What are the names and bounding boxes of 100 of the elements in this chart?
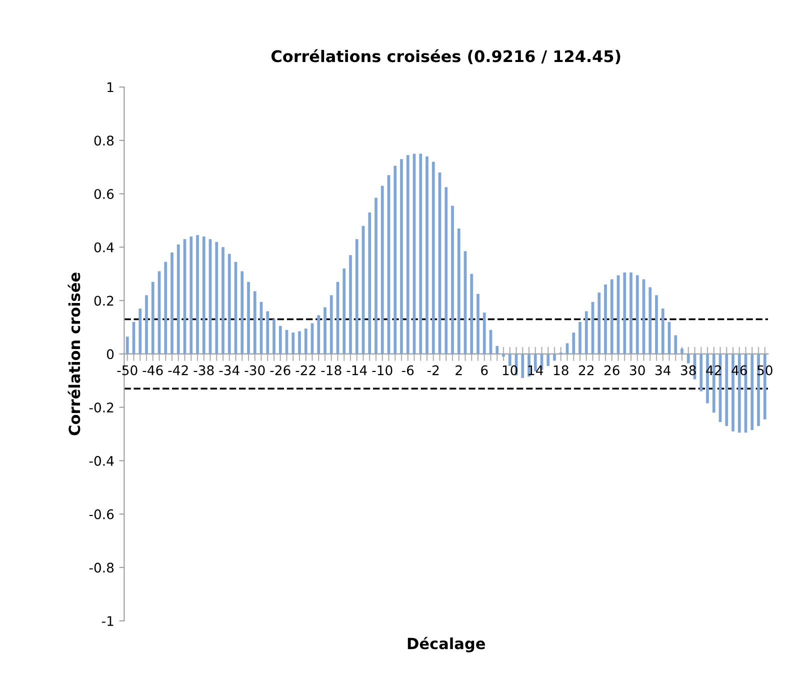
x-tick-label: -10 — [372, 365, 392, 376]
y-tick-label: -0.4 — [89, 456, 114, 466]
bar — [324, 307, 326, 354]
bar — [648, 287, 652, 354]
bar — [355, 239, 358, 354]
x-tick-label: 46 — [732, 365, 747, 376]
bar — [636, 275, 639, 354]
bar — [151, 282, 154, 354]
bar — [496, 346, 499, 354]
bar — [686, 354, 690, 364]
bar — [278, 326, 282, 354]
y-tick-label: 0.6 — [94, 189, 114, 199]
x-axis-title: Décalage — [408, 636, 486, 652]
bar — [138, 308, 142, 354]
y-tick-label: -0.8 — [89, 562, 114, 573]
x-tick-label: 14 — [528, 365, 544, 376]
x-tick-label: -42 — [168, 365, 188, 376]
x-tick-label: -50 — [117, 365, 138, 376]
bar — [432, 162, 435, 354]
bar — [610, 279, 614, 354]
x-tick-label: -22 — [296, 365, 316, 376]
bar — [674, 335, 678, 354]
bar — [145, 295, 148, 354]
x-tick-label: 22 — [578, 365, 594, 376]
x-tick-label: -6 — [402, 365, 414, 376]
bar — [292, 332, 295, 354]
bar — [368, 212, 372, 354]
bar — [304, 328, 308, 354]
bar — [578, 322, 582, 354]
bar — [253, 291, 256, 354]
bar — [457, 228, 460, 354]
bar — [330, 295, 333, 354]
bar — [521, 354, 524, 378]
bar — [380, 186, 384, 354]
x-tick-label: 30 — [630, 365, 645, 376]
x-tick-label: 50 — [757, 365, 772, 376]
bar — [374, 198, 378, 354]
bar — [126, 336, 129, 354]
bar — [349, 255, 352, 354]
x-tick-label: 10 — [502, 365, 518, 376]
y-tick-label: -0.6 — [89, 509, 114, 520]
y-tick-label: -1 — [102, 616, 114, 626]
y-tick-label: 0 — [106, 349, 114, 360]
bar — [228, 254, 231, 354]
bar — [317, 315, 320, 354]
x-tick-label: -18 — [321, 365, 342, 376]
bar — [164, 262, 168, 354]
x-tick-label: -30 — [244, 365, 265, 376]
chart-title: Corrélations croisées (0.9216 / 124.45) — [271, 49, 620, 64]
y-tick-label: 0.8 — [94, 136, 114, 146]
y-tick-label: 1 — [108, 82, 114, 92]
bar — [553, 354, 556, 361]
x-tick-label: -46 — [142, 365, 163, 376]
bar — [572, 332, 576, 354]
bar — [546, 354, 550, 366]
bar — [604, 284, 607, 354]
x-tick-label: 2 — [456, 365, 462, 376]
bar — [240, 271, 244, 354]
x-tick-label: -14 — [346, 365, 367, 376]
bar — [655, 295, 658, 354]
bar — [502, 354, 505, 357]
bar — [419, 154, 422, 354]
bar — [272, 319, 276, 354]
bar — [247, 282, 250, 354]
bar — [444, 187, 448, 354]
x-tick-label: -26 — [270, 365, 290, 376]
bar — [476, 294, 480, 354]
bar — [528, 354, 530, 377]
bar — [196, 235, 199, 354]
bar — [342, 268, 346, 354]
bar — [598, 292, 601, 354]
y-tick-label: 0.4 — [94, 242, 114, 252]
bar — [661, 308, 664, 354]
bar — [406, 155, 410, 354]
x-tick-label: -34 — [219, 365, 240, 376]
bar — [482, 312, 486, 354]
y-tick-label: 0.2 — [94, 296, 114, 306]
bar — [623, 272, 626, 354]
bar — [215, 242, 218, 354]
x-tick-label: 42 — [706, 365, 721, 376]
bar — [176, 244, 180, 354]
x-tick-label: 34 — [655, 365, 671, 376]
x-tick-label: 38 — [680, 365, 696, 376]
bar — [584, 311, 588, 354]
x-tick-label: 18 — [554, 365, 568, 376]
bar — [202, 236, 206, 354]
bar — [170, 252, 174, 354]
bar — [426, 156, 428, 354]
bar — [750, 354, 754, 430]
bar — [725, 354, 728, 426]
x-tick-label: 6 — [481, 365, 488, 376]
bar — [680, 348, 684, 354]
bar — [400, 159, 403, 354]
x-tick-label: 26 — [604, 365, 620, 376]
y-axis-title: Corrélation croisée — [68, 272, 80, 436]
bar — [630, 272, 632, 354]
bar — [222, 247, 224, 354]
bar — [266, 311, 270, 354]
bar — [508, 354, 512, 366]
x-tick-label: -38 — [194, 365, 214, 376]
